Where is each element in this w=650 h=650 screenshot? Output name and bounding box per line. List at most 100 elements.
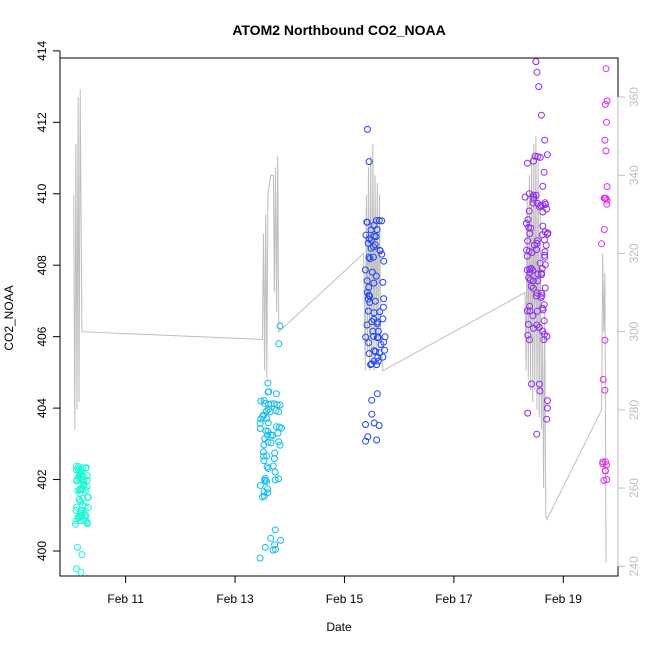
data-point: [525, 190, 533, 198]
data-point: [275, 340, 283, 348]
data-point: [272, 407, 280, 415]
data-point: [261, 399, 269, 407]
data-point: [524, 320, 532, 328]
data-point: [260, 452, 267, 460]
data-point: [380, 257, 388, 265]
data-point: [600, 226, 608, 233]
data-point: [523, 252, 531, 260]
data-point: [381, 346, 389, 354]
data-point: [74, 514, 82, 522]
data-point: [377, 341, 385, 348]
y-axis-label: CO2_NOAA: [2, 285, 16, 350]
data-point: [74, 487, 82, 495]
data-point: [272, 545, 280, 553]
data-point: [259, 448, 267, 456]
data-point: [600, 476, 608, 484]
series-segment-4: [521, 58, 552, 438]
data-point: [82, 464, 90, 472]
data-point: [362, 333, 370, 341]
data-point: [260, 397, 268, 405]
data-point: [533, 237, 541, 245]
data-point: [373, 226, 381, 234]
data-point: [540, 336, 548, 344]
data-point: [261, 476, 269, 484]
data-point: [277, 536, 285, 544]
data-point: [540, 317, 548, 325]
data-point: [369, 253, 377, 261]
data-point: [541, 284, 549, 292]
data-point: [531, 152, 539, 160]
data-point: [525, 207, 533, 215]
data-point: [544, 397, 551, 405]
y-tick-label: 404: [35, 398, 49, 418]
data-point: [368, 318, 376, 326]
data-point: [260, 457, 268, 465]
data-point: [370, 419, 378, 427]
data-point: [74, 467, 82, 475]
data-point: [276, 322, 284, 330]
data-point: [275, 475, 283, 483]
data-point: [601, 136, 609, 144]
data-point: [601, 386, 609, 394]
secondary-series-line: [73, 89, 607, 563]
data-point: [534, 153, 542, 161]
data-point: [603, 118, 610, 126]
y-tick-label: 408: [35, 255, 49, 275]
data-point: [260, 488, 268, 496]
data-point: [533, 430, 541, 438]
data-point: [362, 231, 370, 239]
data-point: [536, 259, 544, 267]
x-axis: Feb 11 Feb 13 Feb 15 Feb 17 Feb 19: [107, 575, 582, 606]
data-point: [272, 390, 280, 398]
data-point: [363, 125, 371, 133]
data-point: [370, 279, 378, 287]
data-point: [278, 424, 285, 432]
data-point: [75, 496, 83, 504]
data-point: [376, 247, 384, 255]
data-point: [363, 218, 371, 226]
data-point: [603, 476, 611, 484]
points-layer: [71, 58, 611, 576]
y2-tick-label: 320: [627, 243, 641, 263]
data-point: [379, 353, 387, 361]
y-axis: 400 402 404 406 408 410 412 414: [35, 41, 61, 561]
data-point: [256, 554, 264, 562]
data-point: [272, 423, 280, 431]
y2-tick-label: 300: [627, 321, 641, 341]
data-point: [367, 244, 375, 252]
data-point: [368, 396, 376, 404]
y2-tick-label: 240: [627, 556, 641, 576]
data-point: [365, 158, 373, 166]
data-point: [534, 277, 542, 285]
data-point: [598, 240, 606, 248]
data-point: [271, 468, 279, 476]
data-point: [535, 380, 543, 388]
data-point: [534, 270, 542, 278]
data-point: [265, 400, 272, 408]
data-point: [371, 297, 379, 305]
data-point: [524, 409, 532, 417]
data-point: [370, 222, 378, 229]
data-point: [370, 232, 378, 240]
data-point: [541, 253, 549, 261]
data-point: [361, 266, 369, 274]
data-point: [536, 387, 544, 395]
series-segment-2: [256, 322, 285, 562]
y2-tick-label: 280: [627, 400, 641, 420]
secondary-layer: [73, 89, 607, 563]
data-point: [535, 83, 543, 91]
data-point: [529, 312, 537, 320]
data-point: [275, 438, 283, 446]
data-point: [599, 376, 607, 383]
data-point: [372, 272, 380, 280]
data-point: [256, 419, 264, 427]
data-point: [363, 321, 371, 329]
data-point: [371, 241, 379, 249]
data-point: [522, 219, 530, 227]
series-segment-1: [71, 462, 92, 576]
x-tick-label: Feb 13: [216, 592, 254, 606]
data-point: [374, 353, 382, 361]
y2-tick-label: 360: [627, 87, 641, 107]
data-point: [379, 278, 387, 286]
